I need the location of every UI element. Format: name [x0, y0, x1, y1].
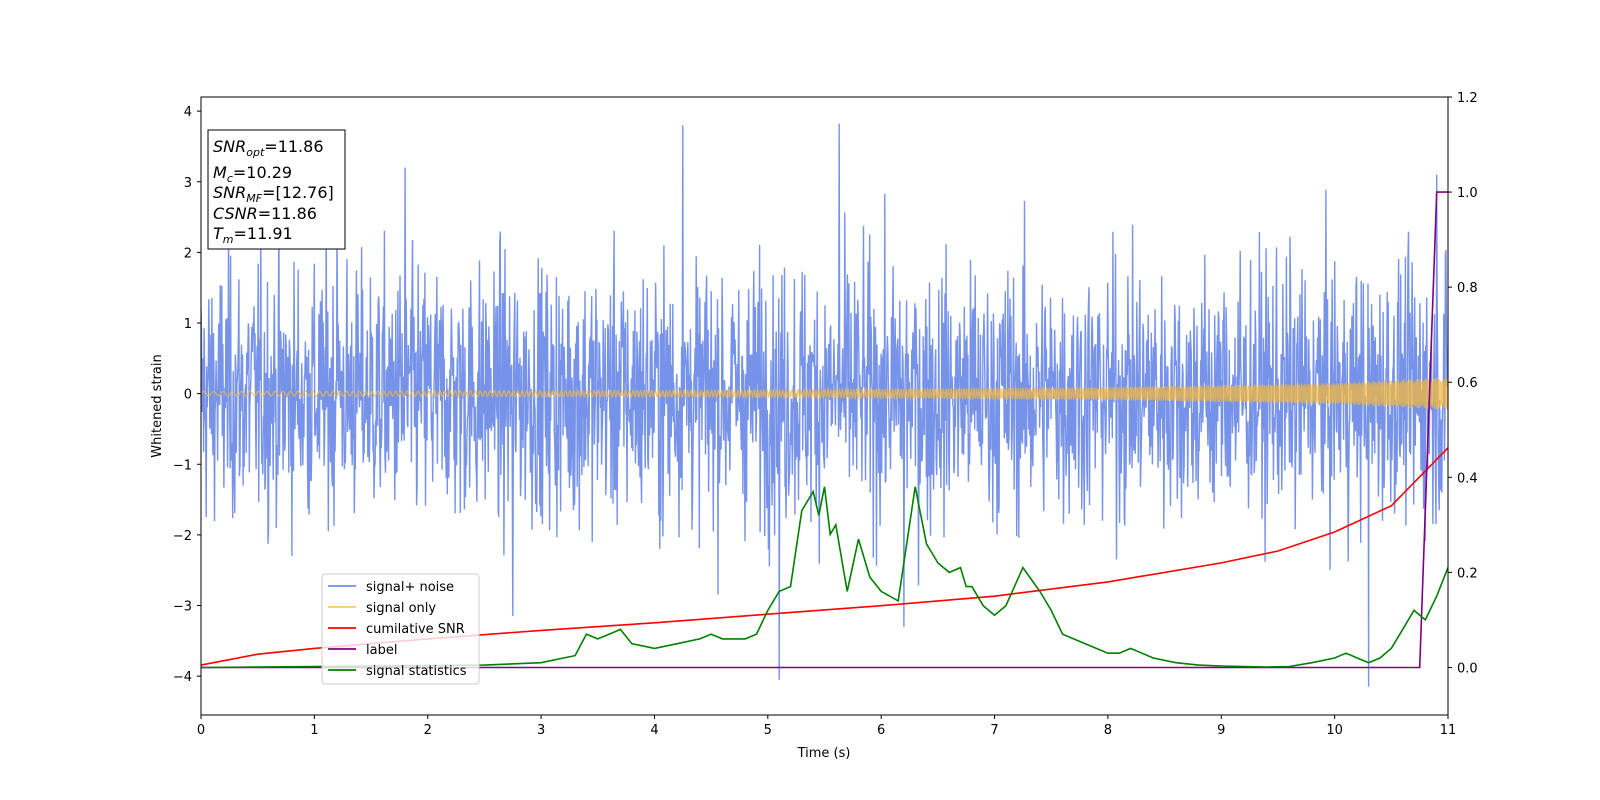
x-tick-label: 5 — [764, 723, 772, 738]
series-line-signal-noise — [201, 123, 1448, 687]
series-line-signal-statistics — [201, 486, 1448, 669]
y-tick-label: −2 — [173, 529, 192, 544]
info-snr-opt: SNRopt=11.86 — [213, 137, 324, 159]
y2-tick-label: 0.8 — [1457, 281, 1478, 296]
x-axis-label: Time (s) — [797, 746, 851, 761]
ticks-layer: 0 1 2 3 4 5 6 7 8 9 10 11 −4 −3 −2 −1 0 1 2 3 4 0.0 0.2 0.4 0.6 0… — [173, 91, 1478, 738]
x-tick-label: 7 — [990, 723, 998, 738]
series-line-signal-only — [201, 377, 1448, 410]
legend-label-signal-statistics: signal statistics — [366, 664, 467, 679]
legend: signal+ noise signal only cumilative SNR la… — [321, 573, 480, 685]
y2-tick-label: 0.6 — [1457, 376, 1478, 391]
y-tick-label: 3 — [184, 176, 192, 191]
legend-label-label: label — [366, 643, 397, 658]
y-tick-label: −1 — [173, 458, 192, 473]
y2-tick-label: 1.2 — [1457, 91, 1478, 106]
plot-frame — [200, 96, 1449, 716]
legend-label-signal-noise: signal+ noise — [366, 580, 454, 595]
y2-tick-label: 0.0 — [1457, 661, 1478, 676]
series-line-label — [201, 191, 1448, 669]
x-tick-label: 9 — [1217, 723, 1225, 738]
info-box-frame — [207, 129, 346, 250]
info-tm: Tm=11.91 — [213, 224, 293, 246]
info-csnr: CSNR=11.86 — [213, 204, 317, 223]
x-tick-label: 2 — [424, 723, 432, 738]
y-tick-label: −3 — [173, 600, 192, 615]
y-axis-label: Whitened strain — [150, 354, 165, 457]
legend-label-cumilative-snr: cumilative SNR — [366, 622, 465, 637]
x-tick-label: 4 — [650, 723, 658, 738]
x-tick-label: 11 — [1440, 723, 1457, 738]
legend-frame — [321, 573, 480, 685]
x-tick-label: 8 — [1104, 723, 1112, 738]
y-tick-label: −4 — [173, 670, 192, 685]
x-tick-label: 1 — [310, 723, 318, 738]
y2-tick-label: 0.4 — [1457, 471, 1478, 486]
x-tick-label: 3 — [537, 723, 545, 738]
info-mc: Mc=10.29 — [213, 163, 292, 185]
y-tick-label: 1 — [184, 317, 192, 332]
x-tick-label: 0 — [197, 723, 205, 738]
y-tick-label: 0 — [184, 388, 192, 403]
legend-label-signal-only: signal only — [366, 601, 436, 616]
info-box: SNRopt=11.86 Mc=10.29 SNRMF=[12.76] CSNR… — [207, 129, 346, 250]
y-tick-label: 4 — [184, 105, 192, 120]
y-tick-label: 2 — [184, 246, 192, 261]
info-snr-mf: SNRMF=[12.76] — [213, 183, 334, 205]
x-tick-label: 10 — [1326, 723, 1343, 738]
x-tick-label: 6 — [877, 723, 885, 738]
y2-tick-label: 1.0 — [1457, 186, 1478, 201]
y2-tick-label: 0.2 — [1457, 566, 1478, 581]
